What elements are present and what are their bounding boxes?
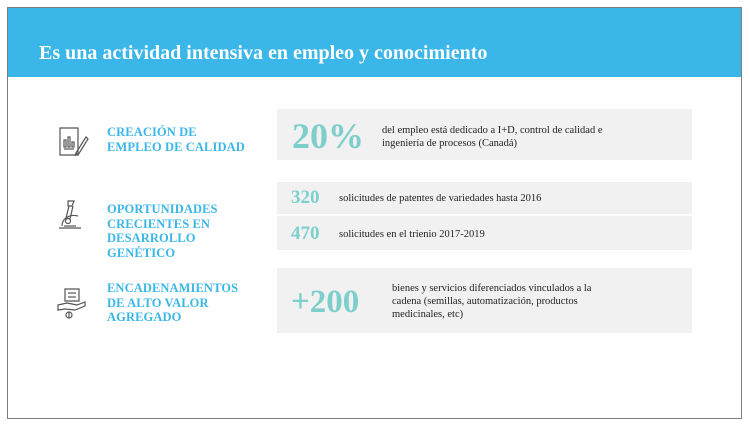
stat-panel-employment: 20% del empleo está dedicado a I+D, cont… <box>277 109 692 160</box>
header-bar: Es una actividad intensiva en empleo y c… <box>8 8 741 77</box>
stat-description-value-chains: bienes y servicios diferenciados vincula… <box>392 283 592 320</box>
stat-description-patents-2016: solicitudes de patentes de variedades ha… <box>339 193 542 204</box>
stat-description-employment: del empleo está dedicado a I+D, control … <box>382 125 603 149</box>
stat-panel-patents-2016: 320 solicitudes de patentes de variedade… <box>277 182 692 214</box>
page-title: Es una actividad intensiva en empleo y c… <box>39 42 488 64</box>
category-label-quality-employment: CREACIÓN DE EMPLEO DE CALIDAD <box>107 125 245 154</box>
hand-money-icon <box>55 285 89 321</box>
stat-value-470: 470 <box>291 223 320 244</box>
category-label-value-chains: ENCADENAMIENTOS DE ALTO VALOR AGREGADO <box>107 281 239 324</box>
slide: Es una actividad intensiva en empleo y c… <box>7 7 742 419</box>
microscope-icon <box>56 198 86 232</box>
stat-panel-value-chains: +200 bienes y servicios diferenciados vi… <box>277 268 692 333</box>
stat-description-patents-2017-2019: solicitudes en el trienio 2017-2019 <box>339 229 485 240</box>
stat-value-20-percent: 20% <box>292 116 364 156</box>
document-chart-pen-icon <box>56 125 90 159</box>
stat-panel-patents-2017-2019: 470 solicitudes en el trienio 2017-2019 <box>277 216 692 250</box>
stat-value-plus-200: +200 <box>291 284 360 320</box>
category-label-genetic-development: OPORTUNIDADES CRECIENTES EN DESARROLLO G… <box>107 202 218 260</box>
stat-value-320: 320 <box>291 187 320 208</box>
